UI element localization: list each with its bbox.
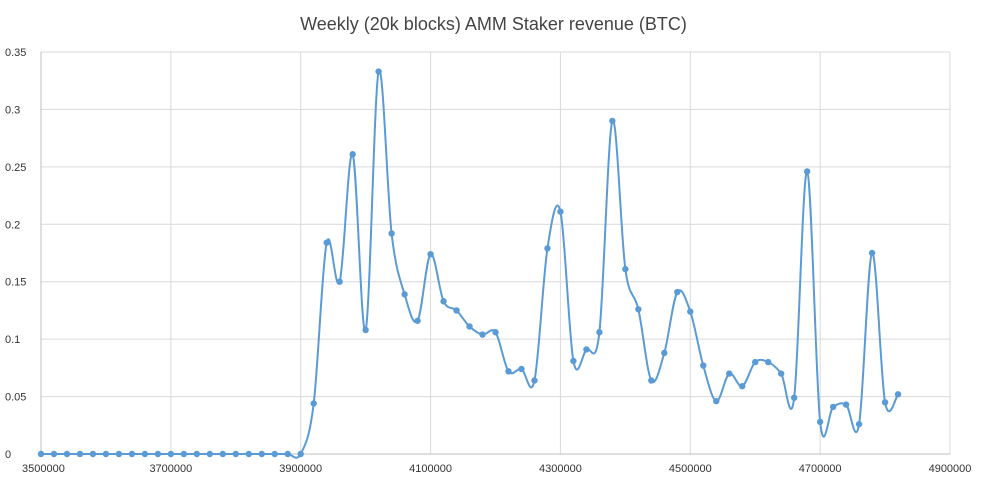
y-tick-label: 0.05	[5, 392, 26, 404]
data-point	[180, 450, 188, 458]
data-point	[427, 250, 434, 258]
data-point	[816, 418, 824, 426]
data-point	[63, 450, 71, 458]
data-point	[206, 450, 214, 458]
data-point	[245, 450, 252, 458]
data-point	[336, 278, 343, 285]
y-tick-label: 0.1	[5, 334, 20, 346]
y-tick-label: 0	[5, 449, 11, 461]
data-point	[76, 450, 84, 458]
data-point	[284, 450, 291, 458]
data-point	[128, 450, 136, 458]
x-tick-label: 3500000	[22, 463, 65, 475]
data-point	[505, 368, 512, 375]
data-point	[648, 377, 655, 384]
data-point	[557, 208, 564, 215]
data-point	[752, 358, 759, 366]
data-point	[674, 288, 681, 296]
data-point	[154, 450, 162, 458]
data-point	[349, 151, 356, 158]
data-point	[661, 349, 668, 357]
data-point	[414, 317, 421, 324]
data-point	[544, 245, 551, 252]
data-point	[232, 450, 239, 458]
data-point	[868, 249, 876, 257]
data-point	[115, 450, 123, 458]
data-point	[388, 230, 395, 237]
y-tick-label: 0.2	[5, 219, 20, 231]
data-point	[401, 291, 408, 298]
y-tick-label: 0.35	[5, 47, 26, 59]
data-point	[141, 450, 149, 458]
y-gridlines	[41, 51, 950, 398]
data-point	[102, 450, 110, 458]
data-point	[855, 420, 863, 428]
data-point	[609, 117, 616, 125]
data-point	[89, 450, 97, 458]
data-point	[765, 358, 772, 366]
data-point	[271, 450, 278, 458]
data-point	[37, 450, 45, 458]
data-point	[687, 308, 694, 315]
data-point	[713, 397, 720, 405]
data-point	[453, 307, 460, 314]
data-point	[777, 370, 785, 377]
data-point	[50, 450, 58, 458]
x-tick-label: 4100000	[409, 463, 452, 475]
x-tick-label: 4700000	[799, 463, 842, 475]
data-point	[492, 329, 499, 336]
x-tick-labels: 3500000 3700000 3900000 4100000 4300000 45000…	[22, 463, 971, 475]
data-point	[894, 391, 902, 398]
x-tick-label: 4300000	[539, 463, 582, 475]
data-point	[881, 399, 889, 406]
axes	[40, 52, 950, 455]
series-line	[40, 69, 899, 459]
data-point	[829, 403, 837, 411]
data-point	[375, 68, 382, 75]
series-group	[37, 68, 902, 459]
data-point	[583, 346, 590, 353]
data-point	[622, 265, 629, 273]
y-tick-labels: 0 0.05 0.1 0.15 0.2 0.25 0.3 0.35	[5, 47, 26, 461]
chart-title: Weekly (20k blocks) AMM Staker revenue (…	[300, 14, 687, 34]
data-point	[466, 323, 473, 330]
data-point	[362, 326, 369, 334]
data-point	[700, 362, 707, 369]
data-point	[310, 400, 317, 407]
data-point	[297, 450, 304, 458]
data-point	[842, 401, 850, 408]
data-point	[531, 377, 538, 384]
data-point	[193, 450, 201, 458]
data-point	[219, 450, 226, 458]
data-point	[803, 168, 811, 175]
data-point	[739, 383, 746, 390]
data-point	[570, 357, 577, 365]
x-tick-label: 4500000	[669, 463, 712, 475]
y-tick-label: 0.3	[5, 104, 20, 116]
data-point	[635, 306, 642, 313]
data-point	[440, 298, 447, 305]
data-point	[323, 239, 330, 246]
x-tick-label: 3900000	[279, 463, 322, 475]
y-tick-label: 0.25	[5, 162, 26, 174]
x-tick-label: 3700000	[149, 463, 192, 475]
data-point	[479, 331, 486, 338]
x-tick-label: 4900000	[929, 463, 972, 475]
data-point	[258, 450, 265, 458]
data-point	[726, 370, 733, 377]
x-gridlines	[170, 52, 951, 454]
y-tick-label: 0.15	[5, 277, 26, 289]
data-point	[518, 365, 525, 373]
data-point	[167, 450, 175, 458]
data-point	[596, 329, 603, 336]
data-point	[790, 394, 798, 401]
